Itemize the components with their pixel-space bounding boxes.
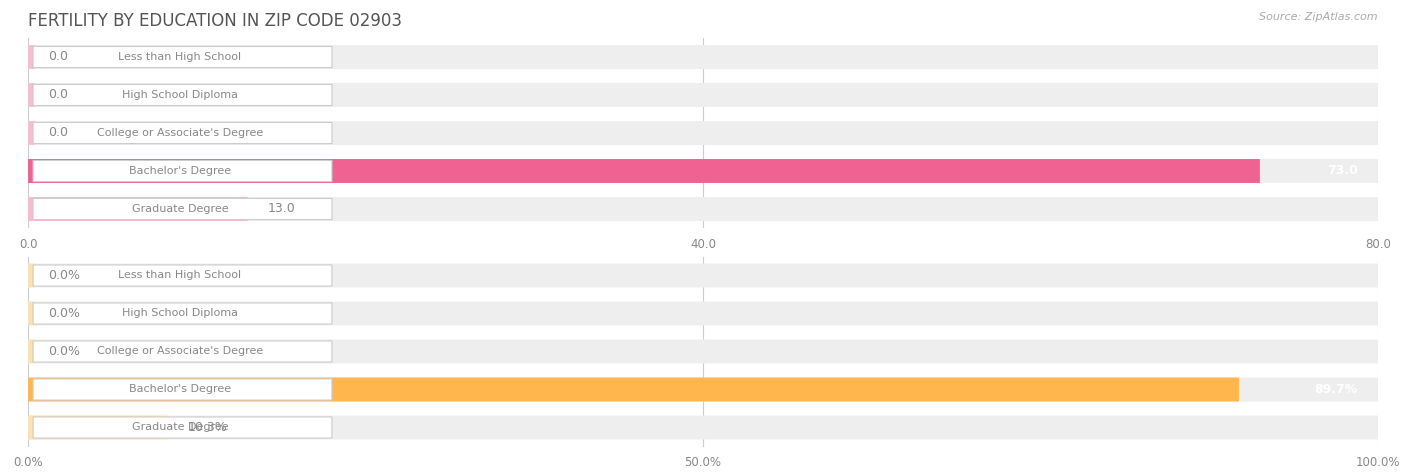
Text: College or Associate's Degree: College or Associate's Degree	[97, 128, 263, 138]
FancyBboxPatch shape	[28, 121, 1378, 145]
FancyBboxPatch shape	[34, 417, 332, 438]
FancyBboxPatch shape	[28, 302, 1378, 325]
FancyBboxPatch shape	[28, 264, 1378, 287]
Text: Less than High School: Less than High School	[118, 270, 242, 281]
FancyBboxPatch shape	[28, 159, 1260, 183]
FancyBboxPatch shape	[34, 341, 332, 362]
Text: 0.0: 0.0	[48, 126, 69, 140]
Text: Source: ZipAtlas.com: Source: ZipAtlas.com	[1260, 12, 1378, 22]
FancyBboxPatch shape	[28, 340, 35, 363]
FancyBboxPatch shape	[34, 47, 332, 67]
FancyBboxPatch shape	[28, 197, 1378, 221]
FancyBboxPatch shape	[28, 45, 1378, 69]
Text: Graduate Degree: Graduate Degree	[132, 204, 228, 214]
Text: 0.0: 0.0	[48, 50, 69, 64]
Text: College or Associate's Degree: College or Associate's Degree	[97, 346, 263, 357]
FancyBboxPatch shape	[28, 416, 1378, 439]
FancyBboxPatch shape	[28, 416, 167, 439]
Text: 10.3%: 10.3%	[187, 421, 228, 434]
Text: High School Diploma: High School Diploma	[122, 308, 238, 319]
FancyBboxPatch shape	[28, 121, 35, 145]
FancyBboxPatch shape	[34, 85, 332, 105]
Text: Graduate Degree: Graduate Degree	[132, 422, 228, 433]
FancyBboxPatch shape	[28, 197, 247, 221]
FancyBboxPatch shape	[28, 83, 1378, 107]
FancyBboxPatch shape	[34, 161, 332, 181]
FancyBboxPatch shape	[34, 379, 332, 400]
FancyBboxPatch shape	[28, 302, 35, 325]
FancyBboxPatch shape	[28, 340, 1378, 363]
FancyBboxPatch shape	[34, 303, 332, 324]
Text: Less than High School: Less than High School	[118, 52, 242, 62]
Text: 73.0: 73.0	[1327, 164, 1358, 178]
FancyBboxPatch shape	[28, 83, 35, 107]
Text: FERTILITY BY EDUCATION IN ZIP CODE 02903: FERTILITY BY EDUCATION IN ZIP CODE 02903	[28, 12, 402, 30]
FancyBboxPatch shape	[34, 123, 332, 143]
FancyBboxPatch shape	[34, 199, 332, 219]
Text: Bachelor's Degree: Bachelor's Degree	[129, 384, 231, 395]
FancyBboxPatch shape	[34, 265, 332, 286]
FancyBboxPatch shape	[28, 378, 1378, 401]
Text: Bachelor's Degree: Bachelor's Degree	[129, 166, 231, 176]
FancyBboxPatch shape	[28, 264, 35, 287]
Text: 0.0%: 0.0%	[48, 307, 80, 320]
Text: 89.7%: 89.7%	[1315, 383, 1358, 396]
Text: 0.0%: 0.0%	[48, 345, 80, 358]
FancyBboxPatch shape	[28, 45, 35, 69]
FancyBboxPatch shape	[28, 159, 1378, 183]
Text: High School Diploma: High School Diploma	[122, 90, 238, 100]
Text: 13.0: 13.0	[267, 202, 295, 216]
Text: 0.0: 0.0	[48, 88, 69, 102]
Text: 0.0%: 0.0%	[48, 269, 80, 282]
FancyBboxPatch shape	[28, 378, 1239, 401]
